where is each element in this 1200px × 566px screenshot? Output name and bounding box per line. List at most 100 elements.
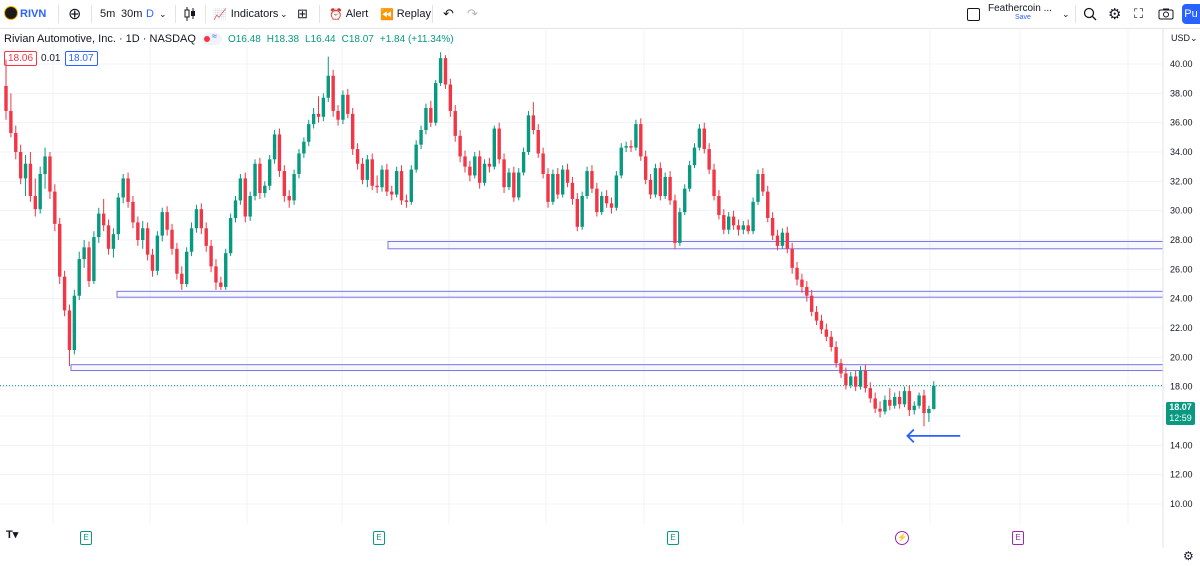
candle-body bbox=[546, 174, 550, 202]
undo-icon[interactable]: ↶ bbox=[443, 6, 454, 21]
candle-body bbox=[375, 185, 379, 188]
candle-body bbox=[907, 391, 912, 411]
candle bbox=[868, 382, 872, 403]
candle bbox=[28, 152, 33, 202]
indicators-button[interactable]: 📈 Indicators bbox=[213, 0, 278, 28]
candle-body bbox=[302, 141, 306, 154]
gear-icon[interactable]: ⚙ bbox=[1108, 6, 1122, 23]
candle-body bbox=[702, 128, 706, 150]
earnings-event-icon[interactable]: E bbox=[1012, 531, 1024, 545]
earnings-event-icon[interactable]: E bbox=[667, 531, 679, 545]
axis-settings-icon[interactable]: ⚙ bbox=[1183, 549, 1194, 563]
candle-body bbox=[390, 191, 394, 195]
save-label[interactable]: Save bbox=[1015, 14, 1031, 21]
candle bbox=[453, 105, 457, 142]
candle bbox=[380, 165, 384, 192]
candle-body bbox=[243, 178, 247, 217]
interval-5m-button[interactable]: 5m bbox=[100, 8, 116, 20]
candle bbox=[346, 88, 350, 119]
alert-button[interactable]: ⏰ Alert bbox=[329, 0, 368, 28]
candle bbox=[4, 59, 8, 120]
candle bbox=[131, 196, 135, 229]
candle-body bbox=[770, 218, 775, 236]
candle-body bbox=[101, 213, 106, 226]
lightning-event-icon[interactable]: ⚡ bbox=[895, 531, 909, 545]
current-price: 18.07 bbox=[1169, 402, 1192, 412]
symbol-logo-icon bbox=[4, 6, 18, 20]
symbol-search-button[interactable]: RIVN bbox=[20, 8, 47, 20]
publish-button[interactable]: Pu bbox=[1182, 4, 1200, 24]
fullscreen-icon[interactable]: ⛶ bbox=[1134, 6, 1144, 21]
candle bbox=[575, 193, 580, 232]
candle bbox=[712, 163, 716, 201]
candle-body bbox=[858, 370, 863, 387]
candle-body bbox=[72, 295, 77, 350]
candle-body bbox=[551, 174, 555, 202]
candle-body bbox=[287, 196, 291, 201]
candle bbox=[390, 185, 394, 201]
candle-body bbox=[785, 232, 789, 249]
candle bbox=[326, 56, 330, 103]
chevron-down-icon[interactable]: ⌄ bbox=[1062, 8, 1070, 19]
candlestick-chart[interactable]: 10.0012.0014.0016.0018.0020.0022.0024.00… bbox=[0, 28, 1200, 548]
candle bbox=[272, 130, 277, 164]
chevron-down-icon[interactable]: ⌄ bbox=[159, 8, 167, 19]
candle-body bbox=[419, 130, 423, 145]
indicator-templates-dropdown-icon[interactable]: ⌄ bbox=[280, 8, 288, 19]
candle bbox=[9, 93, 13, 138]
candle bbox=[819, 314, 824, 334]
interval-d-button[interactable]: D bbox=[146, 8, 154, 20]
alert-label: Alert bbox=[345, 8, 369, 20]
candle bbox=[678, 207, 682, 246]
earnings-event-icon[interactable]: E bbox=[80, 531, 92, 545]
candle-body bbox=[434, 83, 438, 123]
redo-icon[interactable]: ↷ bbox=[467, 6, 478, 21]
candle bbox=[917, 392, 921, 409]
toggle-icon[interactable] bbox=[201, 31, 222, 45]
arrow-annotation-icon[interactable]: 🡐 bbox=[904, 423, 963, 448]
camera-icon[interactable] bbox=[1158, 0, 1174, 28]
candle-body bbox=[326, 75, 330, 98]
sell-price-button[interactable]: 18.06 bbox=[4, 51, 38, 66]
toolbar-divider bbox=[175, 5, 176, 23]
candle-body bbox=[849, 376, 853, 386]
candle-body bbox=[43, 156, 47, 174]
candle-body bbox=[116, 197, 121, 235]
search-icon[interactable] bbox=[1083, 0, 1097, 28]
candle bbox=[541, 147, 545, 179]
interval-30m-button[interactable]: 30m bbox=[121, 8, 143, 20]
layout-checkbox-icon[interactable] bbox=[967, 0, 980, 28]
candle bbox=[282, 165, 287, 202]
candle bbox=[18, 144, 23, 185]
candle bbox=[121, 174, 125, 204]
candle-body bbox=[385, 169, 389, 192]
candle-body bbox=[311, 113, 316, 125]
candle bbox=[365, 154, 370, 188]
candle bbox=[370, 153, 374, 191]
tradingview-logo-icon[interactable]: T▾ bbox=[6, 529, 19, 541]
plus-circle-icon[interactable]: ⊕ bbox=[68, 6, 82, 23]
candle-body bbox=[468, 166, 472, 176]
replay-button[interactable]: ⏪ Replay bbox=[380, 0, 431, 28]
candle-body bbox=[258, 163, 262, 194]
candle bbox=[902, 386, 907, 408]
account-name[interactable]: Feathercoin ... bbox=[988, 3, 1052, 14]
candles-icon[interactable] bbox=[184, 0, 196, 28]
y-tick-label: 36.00 bbox=[1170, 118, 1193, 128]
top-toolbar: RIVN ⊕ 5m 30m D ⌄ 📈 Indicators ⌄ ⊞ ⏰ Ale… bbox=[0, 0, 1200, 29]
candle bbox=[800, 273, 804, 293]
grid-icon[interactable]: ⊞ bbox=[297, 6, 308, 21]
candle-body bbox=[526, 115, 531, 152]
candle bbox=[863, 364, 868, 393]
candle-body bbox=[365, 159, 370, 180]
chart-pane[interactable]: 10.0012.0014.0016.0018.0020.0022.0024.00… bbox=[0, 28, 1200, 548]
candle bbox=[243, 172, 247, 223]
candle-body bbox=[448, 84, 453, 111]
candle-body bbox=[604, 196, 609, 204]
earnings-event-icon[interactable]: E bbox=[373, 531, 385, 545]
candle-body bbox=[668, 176, 672, 201]
buy-price-button[interactable]: 18.07 bbox=[64, 51, 98, 66]
currency-label[interactable]: USD⌄ bbox=[1171, 33, 1198, 43]
candle-body bbox=[868, 388, 872, 399]
candle bbox=[829, 330, 833, 352]
